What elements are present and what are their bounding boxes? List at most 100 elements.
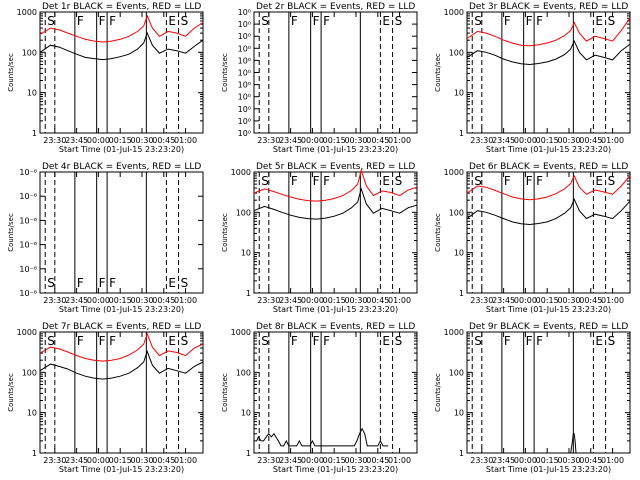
panel-6-marker-label: F (526, 174, 533, 188)
panel-6-marker-label: F (504, 174, 511, 188)
panel-2-ytick-label: 10⁰ (238, 93, 251, 102)
panel-7-xtick-label: 00:30 (130, 456, 153, 465)
panel-3-frame (466, 11, 631, 134)
panel-6-xtick-label: 00:30 (557, 296, 580, 305)
panel-4-xlabel: Start Time (01-Jul-15 23:23:20) (59, 305, 184, 314)
panel-3-xtick-label: 23:45 (492, 136, 515, 145)
panel-8-xtick-label: 23:30 (257, 456, 280, 465)
panel-8-ytick-label: 100 (236, 368, 251, 377)
panel-2-marker-label: F (313, 14, 320, 28)
panel-8-xtick-label: 00:15 (323, 456, 346, 465)
panel-5-ytick-label: 100 (236, 208, 251, 217)
panel-9-xtick-label: 01:00 (601, 456, 624, 465)
panel-4-xtick-label: 01:00 (174, 296, 197, 305)
panel-4-ytick-label: 10⁻⁶ (19, 192, 37, 201)
panel-5-xtick-label: 00:45 (366, 296, 389, 305)
panel-1-marker-label: E (168, 14, 176, 28)
panel-5-series-events (253, 187, 418, 220)
panel-7-xtick-label: 23:45 (65, 456, 88, 465)
panel-7: Det 7r BLACK = Events, RED = LLD 1 10 100 10… (7, 322, 204, 474)
panel-4-xtick-label: 00:15 (109, 296, 132, 305)
panel-7-marker-label: E (168, 334, 176, 348)
panel-8-ylabel: Counts/sec (221, 373, 229, 412)
panel-3-marker-label: F (526, 14, 533, 28)
panel-2-marker-label: S (395, 14, 403, 28)
panel-2-ytick-label: 10⁰ (238, 129, 251, 138)
panel-2-ytick-label: 10⁰ (238, 20, 251, 29)
panel-3-marker-label: F (536, 14, 543, 28)
panel-5-frame (253, 171, 418, 294)
panel-7-xtick-label: 00:00 (87, 456, 110, 465)
panel-4-marker-label: S (181, 276, 189, 290)
panel-6-xtick-label: 00:15 (536, 296, 559, 305)
panel-8-marker-label: E (382, 334, 390, 348)
panel-7-marker-label: S (47, 334, 55, 348)
panel-2-ytick-label: 10⁰ (238, 105, 251, 114)
panel-8-xtick-label: 23:45 (279, 456, 302, 465)
panel-8-marker-label: F (291, 334, 298, 348)
panel-7-xtick-label: 23:30 (43, 456, 66, 465)
panel-9-xlabel: Start Time (01-Jul-15 23:23:20) (486, 465, 611, 474)
panel-5-xtick-label: 00:15 (323, 296, 346, 305)
panel-4-marker-label: S (47, 276, 55, 290)
panel-2-xtick-label: 23:30 (257, 136, 280, 145)
panel-2-ytick-label: 10⁰ (238, 44, 251, 53)
panel-2-marker-label: F (291, 14, 298, 28)
panel-5-marker-label: F (313, 174, 320, 188)
panel-3-ytick-label: 100 (449, 48, 464, 57)
panel-4-ylabel: Counts/sec (7, 213, 15, 252)
panel-4-marker-label: E (168, 276, 176, 290)
panel-6-series-lld (466, 174, 631, 201)
panel-1-marker-label: F (109, 14, 116, 28)
panel-8-xtick-label: 00:30 (344, 456, 367, 465)
panel-1-ylabel: Counts/sec (7, 53, 15, 92)
panel-2-xlabel: Start Time (01-Jul-15 23:23:20) (273, 145, 398, 154)
panel-1-xtick-label: 23:45 (65, 136, 88, 145)
panel-1-ytick-label: 100 (22, 48, 37, 57)
panel-2-xtick-label: 00:15 (323, 136, 346, 145)
panel-6-xlabel: Start Time (01-Jul-15 23:23:20) (486, 305, 611, 314)
panel-1-xtick-label: 00:00 (87, 136, 110, 145)
panel-1-marker-label: S (47, 14, 55, 28)
panel-2-ytick-label: 10⁰ (238, 8, 251, 17)
panel-7-series-lld (39, 332, 204, 362)
panel-3-xtick-label: 23:30 (470, 136, 493, 145)
panel-9-marker-label: F (536, 334, 543, 348)
panel-2-xtick-label: 23:45 (279, 136, 302, 145)
panel-7-series-events (39, 349, 204, 380)
panel-4-xtick-label: 00:45 (152, 296, 175, 305)
panel-4: Det 4r BLACK = Events, RED = LLD 10⁻⁶ 10⁻⁶… (7, 162, 204, 314)
panel-7-xtick-label: 00:45 (152, 456, 175, 465)
panel-3-xtick-label: 00:45 (579, 136, 602, 145)
panel-3-xtick-label: 00:15 (536, 136, 559, 145)
panel-9-marker-label: F (504, 334, 511, 348)
panel-9-xtick-label: 00:15 (536, 456, 559, 465)
panel-8-ytick-label: 1000 (231, 328, 251, 337)
panel-4-ytick-label: 10⁻⁶ (19, 241, 37, 250)
panel-2-xtick-label: 00:00 (301, 136, 324, 145)
panel-2-title: Det 2r BLACK = Events, RED = LLD (256, 2, 415, 12)
panel-3-title: Det 3r BLACK = Events, RED = LLD (469, 2, 628, 12)
panel-9-frame (466, 331, 631, 454)
panel-6-xtick-label: 23:30 (470, 296, 493, 305)
panel-8-marker-label: S (261, 334, 269, 348)
panel-5-ylabel: Counts/sec (221, 213, 229, 252)
panel-5-xtick-label: 23:45 (279, 296, 302, 305)
panel-7-ytick-label: 1000 (17, 328, 37, 337)
panel-4-xtick-label: 00:30 (130, 296, 153, 305)
panel-2-ytick-label: 10⁰ (238, 56, 251, 65)
panel-8-xtick-label: 00:00 (301, 456, 324, 465)
panel-9-ytick-label: 1 (459, 449, 464, 458)
panel-7-ytick-label: 1 (32, 449, 37, 458)
panel-8: Det 8r BLACK = Events, RED = LLD 1 10 100 10… (221, 322, 418, 474)
panel-6-ytick-label: 10 (454, 249, 464, 258)
panel-2-ytick-label: 10⁰ (238, 117, 251, 126)
panel-5-xtick-label: 00:30 (344, 296, 367, 305)
panel-2-ytick-label: 10⁰ (238, 81, 251, 90)
panel-5: Det 5r BLACK = Events, RED = LLD 1 10 100 10… (221, 162, 418, 314)
panel-9-ytick-label: 1000 (444, 328, 464, 337)
panel-8-marker-label: S (395, 334, 403, 348)
panel-9: Det 9r BLACK = Events, RED = LLD 1 10 100 10… (434, 322, 631, 474)
panel-4-frame (39, 171, 204, 294)
panel-2-ylabel: Counts/sec (221, 53, 229, 92)
